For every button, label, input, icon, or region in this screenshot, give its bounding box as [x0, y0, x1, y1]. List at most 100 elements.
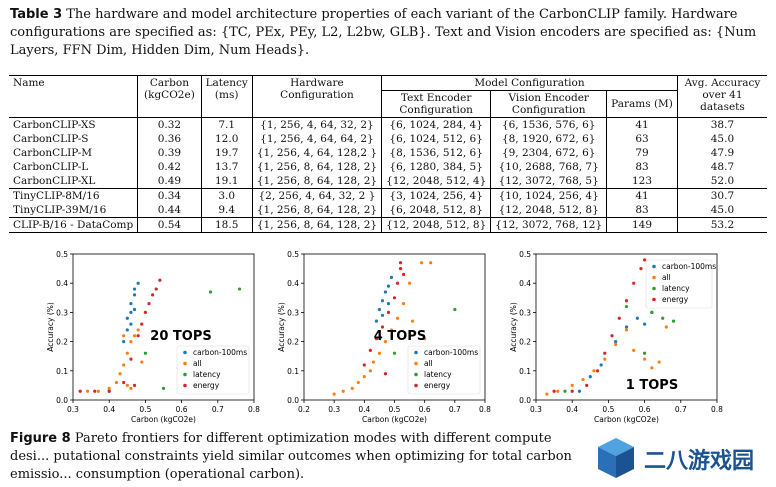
cell-vision-encoder: {6, 1536, 576, 6}: [490, 117, 608, 132]
data-point-carbon-100ms: [377, 307, 382, 312]
cell-name: TinyCLIP-39M/16: [9, 203, 139, 218]
cell-vision-encoder: {10, 1024, 256, 4}: [490, 188, 608, 203]
data-point-all: [624, 328, 629, 332]
cell-params: 83: [606, 203, 678, 218]
cell-hardware: {1, 256, 4, 64, 32, 2}: [252, 117, 383, 132]
figure-caption-label: Figure 8: [10, 431, 71, 446]
cube-icon: [598, 438, 634, 478]
data-point-carbon-100ms: [374, 319, 378, 323]
data-point-carbon-100ms: [635, 316, 639, 320]
data-point-energy: [147, 302, 151, 306]
data-point-carbon-100ms: [132, 287, 137, 291]
data-point-energy: [552, 389, 556, 393]
cell-text-encoder: {3, 1024, 256, 4}: [381, 188, 492, 203]
data-point-all: [650, 366, 654, 370]
data-point-energy: [136, 334, 140, 338]
cell-name: CarbonCLIP-L: [9, 160, 139, 174]
y-tick-label: 0.0: [287, 396, 299, 405]
data-point-energy: [154, 287, 158, 291]
legend-label: latency: [662, 284, 690, 293]
cell-vision-encoder: {12, 3072, 768, 12}: [490, 217, 608, 233]
cell-vision-encoder: {12, 3072, 768, 5}: [490, 174, 608, 189]
cell-accuracy: 52.0: [677, 174, 767, 189]
cell-latency: 3.0: [201, 188, 253, 203]
cell-latency: 18.5: [201, 217, 253, 233]
y-axis-label: Accuracy (%): [46, 302, 55, 352]
header-name: Name: [9, 75, 139, 118]
pareto-plot-1-tops: 0.3 0.4 0.5 0.6 0.7 0.80.00.10.20.30.40.5Carb…: [509, 250, 723, 424]
model-properties-table: Name Carbon (kgCO2e) Latency (ms) Hardwa…: [9, 75, 767, 233]
data-point-energy: [368, 348, 372, 352]
data-point-all: [664, 325, 668, 329]
cell-carbon: 0.32: [137, 117, 202, 132]
data-point-energy: [570, 389, 574, 393]
data-point-latency: [661, 316, 665, 320]
x-tick-label: 0.4: [103, 405, 115, 414]
cell-text-encoder: {8, 1536, 512, 6}: [381, 146, 492, 160]
table-row: TinyCLIP-8M/16 0.34 3.0 {2, 256, 4, 64, 32,…: [9, 188, 767, 203]
table-caption-text: The hardware and model architecture prop…: [10, 7, 757, 58]
y-tick-label: 0.1: [519, 367, 531, 376]
legend-label: latency: [193, 370, 221, 379]
data-point-energy: [78, 389, 82, 393]
legend-label: carbon-100ms: [424, 348, 478, 357]
data-point-all: [368, 369, 372, 373]
data-point-energy: [603, 351, 607, 355]
cell-text-encoder: {6, 1280, 384, 5}: [381, 160, 492, 174]
cell-text-encoder: {6, 1024, 512, 6}: [381, 132, 492, 146]
data-point-energy: [639, 267, 643, 271]
cell-carbon: 0.36: [137, 132, 202, 146]
data-point-all: [125, 351, 129, 355]
data-point-all: [377, 351, 382, 355]
cell-latency: 12.0: [201, 132, 253, 146]
data-point-carbon-100ms: [614, 340, 618, 344]
data-point-latency: [208, 290, 213, 294]
table-row: CarbonCLIP-M 0.39 19.7 {1, 256, 4, 64, 128,…: [9, 146, 767, 160]
legend-marker: [652, 286, 656, 291]
data-point-energy: [392, 296, 397, 300]
cell-name: CarbonCLIP-XL: [9, 174, 139, 189]
legend: carbon-100ms all latency energy: [407, 345, 481, 395]
y-tick-label: 0.5: [287, 250, 299, 259]
figure-caption: Figure 8 Pareto frontiers for different …: [10, 430, 590, 484]
data-point-latency: [237, 287, 242, 291]
header-hardware: Hardware Configuration: [252, 75, 383, 118]
y-tick-label: 0.2: [287, 338, 299, 347]
legend-marker: [414, 383, 418, 388]
data-point-all: [407, 281, 412, 285]
cell-accuracy: 45.0: [677, 203, 767, 218]
data-point-all: [570, 383, 574, 387]
data-point-energy: [401, 272, 406, 277]
legend-marker: [414, 350, 418, 355]
x-tick-label: 0.6: [176, 405, 188, 414]
x-tick-label: 0.5: [389, 405, 401, 414]
cell-hardware: {2, 256, 4, 64, 32, 2 }: [252, 188, 383, 203]
cell-name: CarbonCLIP-M: [9, 146, 139, 160]
data-point-carbon-100ms: [129, 310, 133, 314]
data-point-energy: [398, 261, 403, 265]
x-axis-label: Carbon (kgCO2e): [131, 415, 196, 424]
data-point-energy: [362, 363, 366, 367]
data-point-latency: [563, 389, 567, 393]
data-point-energy: [383, 372, 388, 376]
legend-marker: [652, 264, 656, 269]
legend-label: all: [193, 359, 202, 368]
data-point-all: [632, 348, 636, 352]
x-tick-label: 0.4: [566, 405, 578, 414]
cell-accuracy: 45.0: [710, 133, 735, 145]
compute-annotation: 20 TOPS: [150, 329, 211, 344]
x-axis-label: Carbon (kgCO2e): [594, 415, 659, 424]
plot-frame: [535, 253, 718, 401]
cell-latency: 9.4: [201, 203, 253, 218]
data-point-energy: [158, 278, 162, 282]
cell-name: CarbonCLIP-XS: [9, 117, 139, 132]
cell-carbon: 0.44: [137, 203, 202, 218]
data-point-all: [371, 360, 375, 364]
data-point-energy: [374, 337, 378, 341]
legend: carbon-100ms all latency energy: [645, 259, 716, 309]
legend-marker: [652, 275, 656, 280]
legend-label: carbon-100ms: [662, 262, 716, 271]
legend-marker: [183, 372, 187, 377]
y-tick-label: 0.5: [56, 250, 68, 259]
cell-accuracy: 53.2: [677, 217, 767, 233]
